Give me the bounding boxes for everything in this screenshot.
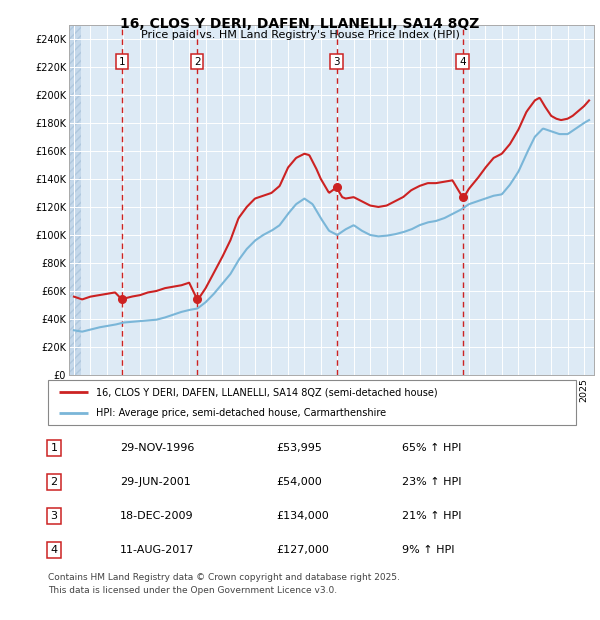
Text: £54,000: £54,000 bbox=[276, 477, 322, 487]
Text: 2: 2 bbox=[194, 56, 200, 66]
Text: 29-NOV-1996: 29-NOV-1996 bbox=[120, 443, 194, 453]
Text: 18-DEC-2009: 18-DEC-2009 bbox=[120, 511, 194, 521]
Text: 16, CLOS Y DERI, DAFEN, LLANELLI, SA14 8QZ: 16, CLOS Y DERI, DAFEN, LLANELLI, SA14 8… bbox=[121, 17, 479, 32]
Text: 2: 2 bbox=[50, 477, 58, 487]
Text: 1: 1 bbox=[50, 443, 58, 453]
Text: 3: 3 bbox=[50, 511, 58, 521]
Text: 11-AUG-2017: 11-AUG-2017 bbox=[120, 545, 194, 556]
Text: 16, CLOS Y DERI, DAFEN, LLANELLI, SA14 8QZ (semi-detached house): 16, CLOS Y DERI, DAFEN, LLANELLI, SA14 8… bbox=[95, 388, 437, 397]
Text: 23% ↑ HPI: 23% ↑ HPI bbox=[402, 477, 461, 487]
Text: 1: 1 bbox=[119, 56, 125, 66]
FancyBboxPatch shape bbox=[48, 380, 576, 425]
Text: 4: 4 bbox=[50, 545, 58, 556]
Text: HPI: Average price, semi-detached house, Carmarthenshire: HPI: Average price, semi-detached house,… bbox=[95, 408, 386, 418]
Text: £127,000: £127,000 bbox=[276, 545, 329, 556]
Text: £53,995: £53,995 bbox=[276, 443, 322, 453]
Text: 21% ↑ HPI: 21% ↑ HPI bbox=[402, 511, 461, 521]
Text: 3: 3 bbox=[333, 56, 340, 66]
Text: Contains HM Land Registry data © Crown copyright and database right 2025.
This d: Contains HM Land Registry data © Crown c… bbox=[48, 574, 400, 595]
Bar bbox=[69, 25, 80, 375]
Text: Price paid vs. HM Land Registry's House Price Index (HPI): Price paid vs. HM Land Registry's House … bbox=[140, 30, 460, 40]
Text: 65% ↑ HPI: 65% ↑ HPI bbox=[402, 443, 461, 453]
Text: 9% ↑ HPI: 9% ↑ HPI bbox=[402, 545, 455, 556]
Text: 4: 4 bbox=[459, 56, 466, 66]
Text: 29-JUN-2001: 29-JUN-2001 bbox=[120, 477, 191, 487]
Text: £134,000: £134,000 bbox=[276, 511, 329, 521]
